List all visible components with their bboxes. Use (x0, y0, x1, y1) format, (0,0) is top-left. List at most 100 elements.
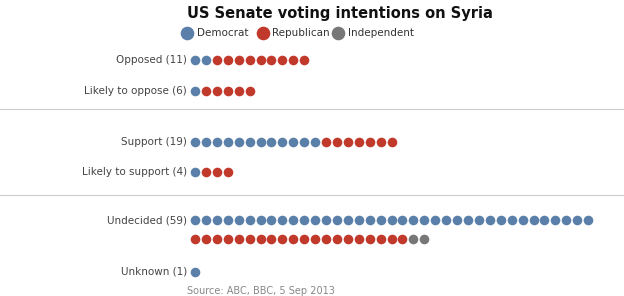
Point (233, 218, 243, 223)
Point (212, 170, 222, 175)
Text: Source: ABC, BBC, 5 Sep 2013: Source: ABC, BBC, 5 Sep 2013 (187, 287, 335, 296)
Point (495, 218, 505, 223)
Point (223, 140, 233, 144)
Point (288, 236, 298, 241)
Point (376, 236, 386, 241)
Point (517, 218, 527, 223)
Point (452, 218, 462, 223)
Point (212, 58, 222, 63)
Point (343, 140, 353, 144)
Text: Democrat: Democrat (197, 28, 248, 38)
Text: US Senate voting intentions on Syria: US Senate voting intentions on Syria (187, 6, 493, 21)
Point (223, 88, 233, 93)
Point (288, 218, 298, 223)
Point (233, 58, 243, 63)
Point (266, 218, 276, 223)
Point (408, 236, 418, 241)
Point (223, 218, 233, 223)
Point (277, 236, 287, 241)
Point (212, 218, 222, 223)
Point (332, 218, 342, 223)
Point (300, 218, 310, 223)
Point (277, 218, 287, 223)
Point (300, 236, 310, 241)
Point (256, 140, 266, 144)
Point (190, 170, 200, 175)
Point (182, 31, 192, 36)
Text: Likely to support (4): Likely to support (4) (82, 167, 187, 177)
Point (212, 140, 222, 144)
Point (288, 58, 298, 63)
Point (550, 218, 560, 223)
Point (201, 170, 211, 175)
Point (408, 218, 418, 223)
Point (201, 236, 211, 241)
Point (223, 170, 233, 175)
Point (463, 218, 473, 223)
Point (441, 218, 451, 223)
Text: Opposed (11): Opposed (11) (116, 55, 187, 65)
Point (376, 140, 386, 144)
Point (245, 58, 255, 63)
Point (364, 236, 374, 241)
Point (233, 140, 243, 144)
Point (190, 269, 200, 274)
Point (201, 140, 211, 144)
Point (376, 218, 386, 223)
Point (321, 140, 331, 144)
Point (201, 58, 211, 63)
Point (258, 31, 268, 36)
Point (300, 140, 310, 144)
Point (539, 218, 550, 223)
Point (190, 88, 200, 93)
Point (245, 88, 255, 93)
Text: Republican: Republican (273, 28, 330, 38)
Point (562, 218, 572, 223)
Point (354, 140, 364, 144)
Point (397, 218, 407, 223)
Text: Independent: Independent (348, 28, 414, 38)
Point (288, 140, 298, 144)
Text: Unknown (1): Unknown (1) (121, 267, 187, 277)
Point (223, 58, 233, 63)
Point (386, 218, 397, 223)
Point (266, 236, 276, 241)
Point (386, 236, 397, 241)
Point (201, 88, 211, 93)
Point (190, 236, 200, 241)
Point (233, 236, 243, 241)
Point (310, 140, 320, 144)
Point (300, 58, 310, 63)
Point (321, 218, 331, 223)
Point (223, 236, 233, 241)
Text: Likely to oppose (6): Likely to oppose (6) (84, 86, 187, 96)
Point (431, 218, 441, 223)
Point (354, 236, 364, 241)
Text: Support (19): Support (19) (121, 137, 187, 147)
Point (277, 140, 287, 144)
Point (256, 218, 266, 223)
Point (212, 88, 222, 93)
Point (397, 236, 407, 241)
Point (386, 140, 397, 144)
Point (233, 88, 243, 93)
Point (266, 140, 276, 144)
Point (245, 236, 255, 241)
Point (310, 218, 320, 223)
Point (419, 236, 429, 241)
Point (201, 218, 211, 223)
Point (245, 218, 255, 223)
Point (583, 218, 593, 223)
Point (266, 58, 276, 63)
Point (343, 236, 353, 241)
Point (190, 140, 200, 144)
Point (190, 58, 200, 63)
Point (332, 140, 342, 144)
Point (332, 236, 342, 241)
Text: Undecided (59): Undecided (59) (107, 215, 187, 226)
Point (277, 58, 287, 63)
Point (419, 218, 429, 223)
Point (474, 218, 484, 223)
Point (212, 236, 222, 241)
Point (256, 236, 266, 241)
